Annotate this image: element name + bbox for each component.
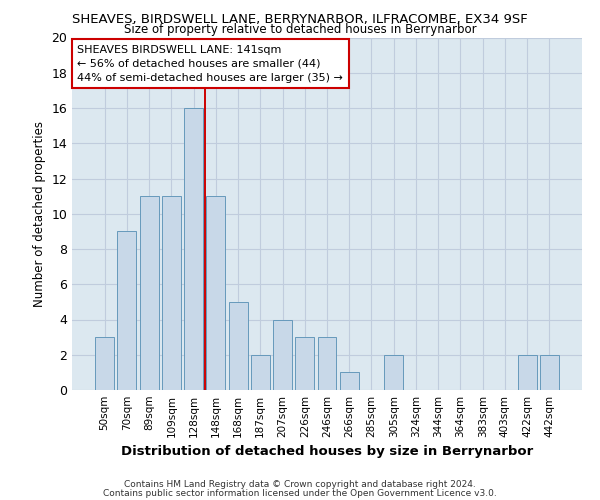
Bar — [273, 320, 292, 390]
Bar — [140, 196, 158, 390]
Bar — [317, 337, 337, 390]
Text: SHEAVES, BIRDSWELL LANE, BERRYNARBOR, ILFRACOMBE, EX34 9SF: SHEAVES, BIRDSWELL LANE, BERRYNARBOR, IL… — [72, 12, 528, 26]
Text: Contains HM Land Registry data © Crown copyright and database right 2024.: Contains HM Land Registry data © Crown c… — [124, 480, 476, 489]
Bar — [162, 196, 181, 390]
Bar — [118, 232, 136, 390]
Bar — [518, 355, 536, 390]
Text: Contains public sector information licensed under the Open Government Licence v3: Contains public sector information licen… — [103, 488, 497, 498]
Bar — [95, 337, 114, 390]
Bar — [340, 372, 359, 390]
Bar — [384, 355, 403, 390]
Text: SHEAVES BIRDSWELL LANE: 141sqm
← 56% of detached houses are smaller (44)
44% of : SHEAVES BIRDSWELL LANE: 141sqm ← 56% of … — [77, 44, 343, 82]
Y-axis label: Number of detached properties: Number of detached properties — [33, 120, 46, 306]
Bar — [206, 196, 225, 390]
Bar — [251, 355, 270, 390]
Bar — [184, 108, 203, 390]
Bar — [229, 302, 248, 390]
Text: Size of property relative to detached houses in Berrynarbor: Size of property relative to detached ho… — [124, 24, 476, 36]
Bar — [295, 337, 314, 390]
Bar — [540, 355, 559, 390]
X-axis label: Distribution of detached houses by size in Berrynarbor: Distribution of detached houses by size … — [121, 446, 533, 458]
